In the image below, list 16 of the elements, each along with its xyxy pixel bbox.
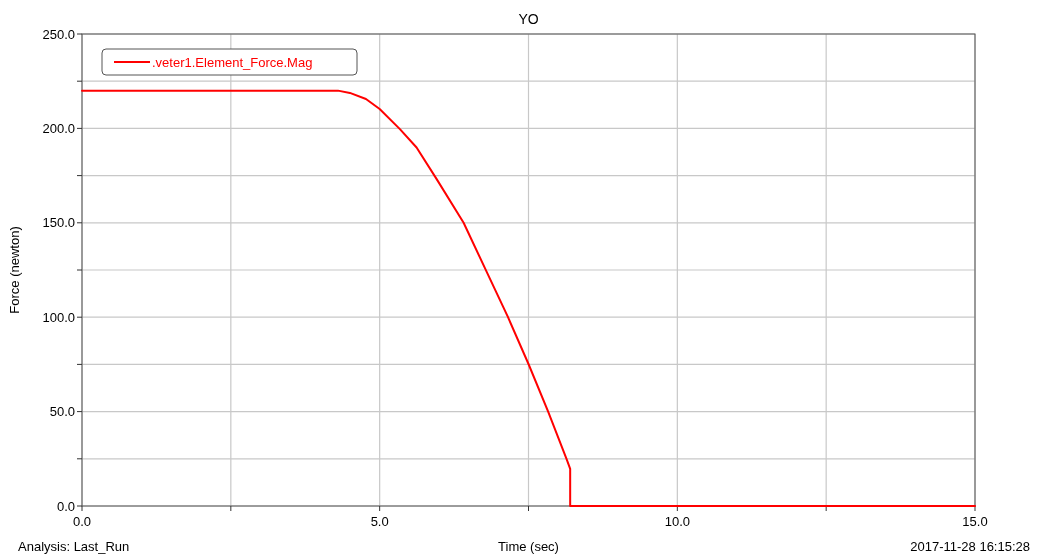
x-axis-title: Time (sec) <box>498 539 559 554</box>
x-tick-label: 5.0 <box>370 514 389 529</box>
y-tick-label: 150.0 <box>42 215 75 231</box>
chart-title: YO <box>518 11 539 27</box>
x-tick-label: 10.0 <box>664 514 690 529</box>
y-tick-label: 200.0 <box>42 120 75 136</box>
x-tick-label: 15.0 <box>962 514 988 529</box>
legend-label: .veter1.Element_Force.Mag <box>152 55 313 70</box>
y-axis-title: Force (newton) <box>7 226 22 314</box>
y-tick-label: 0.0 <box>56 498 75 514</box>
y-tick-label: 250.0 <box>42 26 75 42</box>
text: 2017-11-28 16:15:28 <box>910 539 1030 554</box>
text: Analysis: Last_Run <box>18 539 130 554</box>
y-tick-label: 100.0 <box>42 309 75 325</box>
y-tick-label: 50.0 <box>49 404 75 420</box>
x-tick-label: 0.0 <box>72 514 92 529</box>
